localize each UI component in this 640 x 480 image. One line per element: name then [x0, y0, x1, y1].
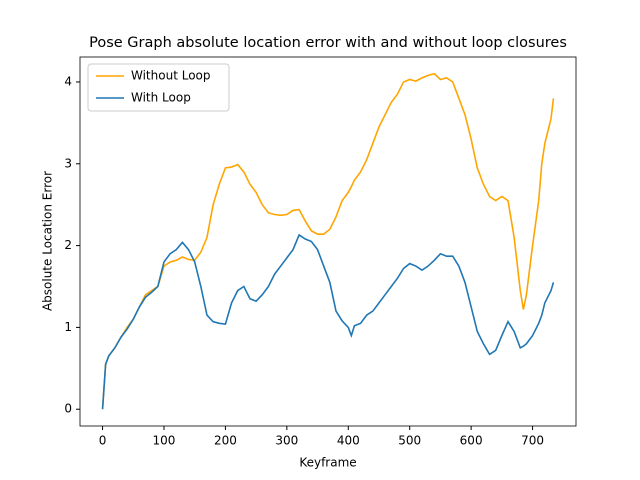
x-tick-label: 0	[99, 434, 107, 448]
y-axis-label: Absolute Location Error	[41, 171, 55, 311]
x-tick-label: 300	[275, 434, 298, 448]
y-tick-label: 1	[64, 320, 72, 334]
x-tick-label: 500	[398, 434, 421, 448]
data-line	[101, 233, 555, 410]
plot-frame	[79, 56, 577, 427]
data-line	[101, 72, 555, 410]
x-tick-label: 600	[460, 434, 483, 448]
y-tick-label: 0	[64, 402, 72, 416]
y-tick-label: 4	[64, 74, 72, 88]
legend-label: With Loop	[131, 91, 191, 105]
x-tick-label: 700	[521, 434, 544, 448]
x-tick-label: 100	[153, 434, 176, 448]
x-tick-label: 400	[337, 434, 360, 448]
chart-title: Pose Graph absolute location error with …	[89, 35, 567, 51]
y-tick-label: 3	[64, 156, 72, 170]
x-axis-label: Keyframe	[299, 456, 356, 470]
legend-label: Without Loop	[131, 69, 211, 83]
x-tick-label: 200	[214, 434, 237, 448]
y-tick-label: 2	[64, 238, 72, 252]
